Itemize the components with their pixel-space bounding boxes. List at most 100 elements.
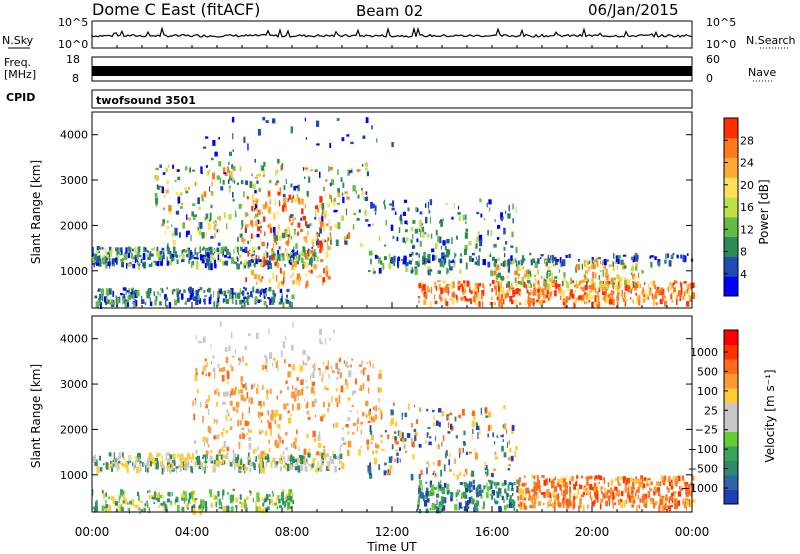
power-echo-cell-2002 [391,142,394,147]
velocity-echo-cell-1257 [646,477,649,484]
xtick-label-2: 08:00 [275,525,310,539]
power-echo-cell-218 [258,255,260,260]
velocity-echo-cell-850 [271,362,274,367]
power-echo-cell-1308 [493,285,497,290]
power-echo-cell-1953 [438,258,442,263]
power-echo-cell-1179 [421,280,423,284]
power-echo-cell-449 [99,302,102,309]
power-echo-cell-746 [179,232,181,238]
power-echo-cell-1794 [544,258,548,261]
power-colorbar-cell-6 [724,157,738,178]
velocity-echo-cell-1711 [373,458,378,465]
power-echo-cell-1589 [512,218,514,224]
power-echo-cell-1186 [498,286,501,292]
power-echo-cell-901 [274,199,277,206]
power-echo-cell-876 [223,212,226,219]
power-echo-cell-1696 [400,214,402,221]
power-colorbar-cell-5 [724,177,738,198]
power-echo-cell-1941 [680,254,683,259]
power-echo-cell-376 [112,258,114,264]
power-echo-cell-436 [122,301,124,305]
power-echo-cell-824 [159,187,162,193]
power-echo-cell-494 [157,291,159,296]
power-echo-cell-1408 [567,286,569,292]
velocity-echo-cell-340 [331,460,335,464]
velocity-echo-cell-304 [165,456,167,460]
power-echo-cell-1588 [493,243,497,248]
power-echo-cell-1901 [397,260,399,267]
power-echo-cell-1874 [548,272,551,277]
velocity-echo-cell-794 [208,395,211,402]
power-echo-cell-851 [304,167,308,170]
velocity-echo-cell-866 [338,358,341,363]
power-echo-cell-698 [232,198,235,202]
velocity-echo-cell-1320 [568,501,572,507]
power-echo-cell-867 [310,169,313,172]
power-echo-cell-917 [213,220,216,224]
velocity-echo-cell-1678 [475,425,480,431]
power-echo-cell-1415 [573,301,576,308]
power-echo-cell-589 [168,302,172,309]
velocity-echo-cell-1731 [447,415,449,421]
velocity-echo-cell-599 [367,420,371,424]
power-echo-cell-1590 [412,246,414,249]
power-echo-cell-1103 [560,287,563,294]
velocity-echo-cell-991 [418,495,420,502]
power-echo-cell-1832 [535,264,538,268]
power-echo-cell-1762 [521,281,524,287]
velocity-echo-cell-862 [212,367,216,373]
velocity-echo-cell-847 [342,442,347,445]
power-echo-cell-1946 [591,257,594,264]
velocity-colorbar-label-4: −25 [695,424,718,437]
power-echo-cell-1407 [671,283,674,288]
velocity-echo-cell-244 [204,461,208,464]
power-echo-cell-372 [102,256,106,263]
power-echo-cell-614 [365,191,368,195]
power-echo-cell-1883 [650,261,653,268]
velocity-echo-cell-1713 [465,451,469,456]
velocity-echo-cell-576 [250,490,252,495]
velocity-echo-cell-1318 [631,504,634,508]
power-echo-cell-1568 [445,202,448,205]
velocity-echo-cell-385 [255,506,259,513]
velocity-echo-cell-261 [183,465,185,469]
power-echo-cell-1361 [445,286,449,293]
power-echo-cell-1932 [667,253,670,259]
velocity-echo-cell-650 [322,372,324,380]
velocity-echo-cell-277 [236,459,240,463]
velocity-colorbar-frame [723,329,739,505]
velocity-echo-cell-1621 [454,416,457,422]
velocity-echo-cell-1542 [447,422,450,429]
power-echo-cell-707 [347,172,350,176]
power-echo-cell-71 [116,261,118,265]
power-echo-cell-1856 [544,258,546,264]
power-echo-cell-1449 [642,287,644,293]
power-echo-cell-1126 [547,300,550,303]
velocity-echo-cell-1264 [537,479,540,487]
power-echo-cell-1412 [476,290,478,298]
velocity-echo-cell-1362 [650,481,653,486]
power-echo-cell-921 [305,280,309,287]
power-echo-cell-1646 [392,200,395,207]
velocity-echo-cell-915 [276,395,279,400]
velocity-echo-cell-1733 [426,432,429,438]
velocity-echo-cell-981 [486,486,490,492]
velocity-echo-cell-1215 [691,483,695,489]
power-echo-cell-1888 [603,258,607,266]
velocity-echo-cell-721 [262,364,265,371]
power-echo-cell-1952 [555,258,560,262]
velocity-echo-cell-1472 [535,495,540,499]
power-echo-cell-1156 [508,285,510,290]
velocity-echo-cell-651 [262,384,264,391]
power-echo-cell-4 [236,256,238,260]
power-echo-cell-1680 [400,218,403,225]
power-echo-cell-260 [101,247,104,250]
velocity-echo-cell-333 [241,460,243,467]
velocity-echo-cell-82 [302,455,305,459]
power-echo-cell-740 [304,203,307,209]
power-echo-cell-1068 [301,208,304,215]
power-echo-cell-1355 [418,300,420,303]
power-echo-cell-839 [209,212,212,220]
velocity-echo-cell-1647 [426,408,429,412]
velocity-echo-cell-823 [333,423,335,428]
